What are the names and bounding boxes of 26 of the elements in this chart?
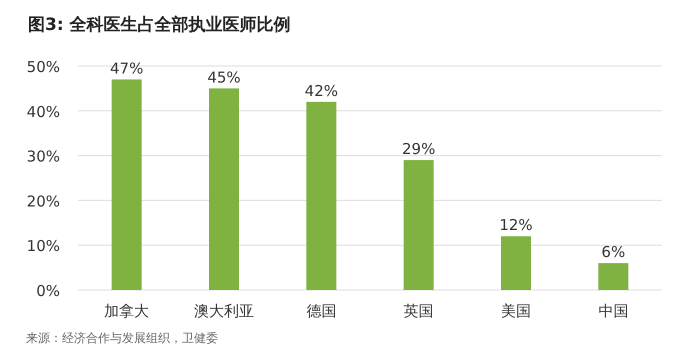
- data-label: 42%: [304, 82, 338, 100]
- bar: [306, 102, 336, 290]
- y-tick-label: 10%: [26, 237, 60, 256]
- y-tick-label: 40%: [26, 102, 60, 121]
- data-label: 45%: [207, 68, 241, 86]
- x-tick-label: 美国: [501, 302, 531, 320]
- x-tick-label: 澳大利亚: [194, 302, 254, 320]
- data-label: 12%: [499, 216, 533, 234]
- bar: [501, 236, 531, 290]
- x-tick-label: 加拿大: [104, 302, 150, 320]
- chart-title: 图3: 全科医生占全部执业医师比例: [28, 15, 291, 35]
- y-tick-label: 50%: [26, 58, 60, 76]
- x-tick-label: 德国: [306, 302, 336, 320]
- bar: [112, 79, 142, 290]
- y-tick-label: 0%: [36, 282, 60, 300]
- source-note: 来源：经济合作与发展组织，卫健委: [26, 331, 218, 345]
- bar: [598, 263, 628, 290]
- bar: [404, 160, 434, 290]
- data-label: 29%: [402, 140, 436, 158]
- x-tick-label: 英国: [404, 302, 434, 320]
- y-tick-label: 20%: [26, 192, 60, 210]
- bar: [209, 88, 239, 290]
- y-tick-label: 30%: [26, 148, 60, 166]
- data-label: 6%: [601, 243, 626, 262]
- data-label: 47%: [110, 59, 144, 78]
- x-tick-label: 中国: [598, 302, 628, 320]
